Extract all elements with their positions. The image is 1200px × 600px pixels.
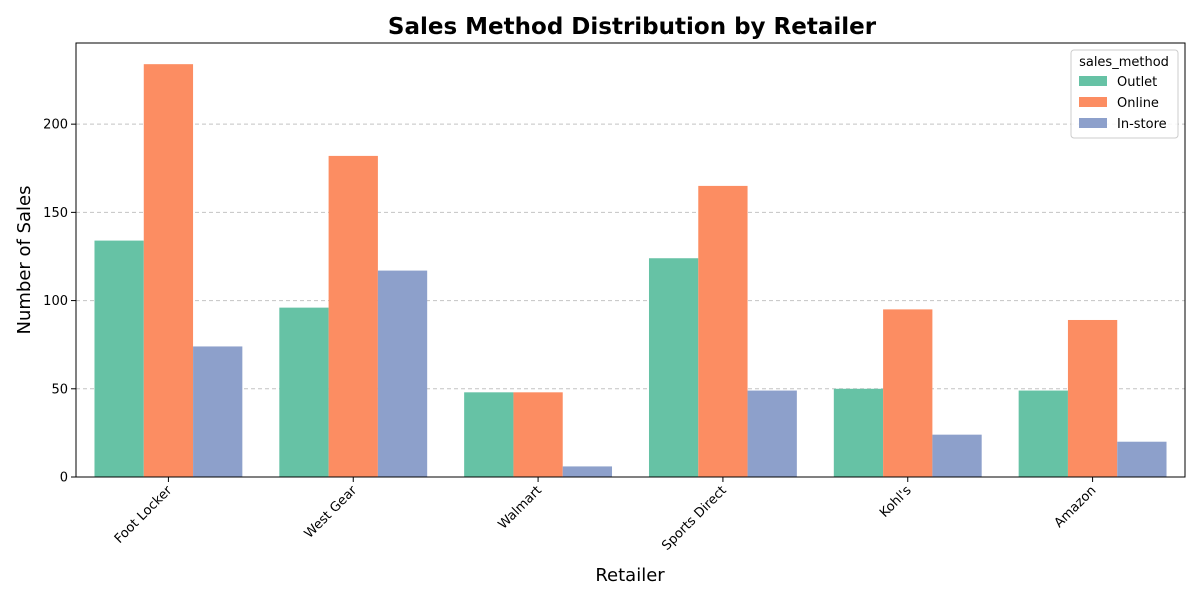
legend-box [1070, 49, 1179, 139]
bar-outlet [279, 307, 329, 477]
chart-title: Sales Method Distribution by Retailer [388, 14, 877, 40]
y-tick-label: 150 [43, 206, 68, 221]
x-tick-label: Foot Locker [112, 483, 176, 547]
bar-outlet [833, 388, 884, 477]
legend-label: In-store [1117, 117, 1167, 132]
plot-frame [75, 42, 1186, 478]
legend-label: Outlet [1117, 75, 1157, 90]
x-tick-label: Amazon [1052, 483, 1100, 531]
y-tick-label: 50 [51, 382, 68, 397]
legend: sales_method Outlet Online In-store [1070, 49, 1179, 139]
bars [94, 64, 1167, 478]
bar-in-store [932, 434, 982, 477]
legend-swatch [1079, 76, 1107, 86]
bar-in-store [562, 466, 613, 477]
legend-title: sales_method [1079, 55, 1169, 70]
x-tick-label: Sports Direct [659, 483, 730, 554]
y-tick-label: 200 [43, 118, 68, 133]
x-axis-title: Retailer [595, 565, 665, 586]
y-tick-label: 0 [60, 471, 68, 486]
bar-online [143, 64, 194, 478]
bar-in-store [1117, 441, 1167, 477]
bar-in-store [377, 270, 428, 477]
grid-lines [76, 123, 1185, 390]
bar-in-store [193, 346, 243, 477]
y-tick-label: 100 [43, 294, 68, 309]
bar-outlet [464, 392, 514, 477]
x-tick-label: Kohl's [877, 483, 915, 521]
x-tick-label: West Gear [302, 483, 361, 542]
bar-online [328, 155, 378, 477]
legend-swatch [1079, 97, 1107, 107]
legend-label: Online [1117, 96, 1159, 111]
bar-outlet [648, 258, 699, 477]
bar-online [513, 392, 563, 477]
bar-in-store [747, 390, 797, 477]
bar-online [698, 185, 748, 477]
x-tick-label: Walmart [496, 483, 545, 532]
bar-online [883, 309, 933, 477]
bar-online [1067, 319, 1118, 477]
legend-swatch [1079, 118, 1107, 128]
y-axis-title: Number of Sales [14, 185, 35, 334]
bar-outlet [94, 240, 144, 477]
x-axis: Foot Locker West Gear Walmart Sports Direct… [112, 477, 1100, 554]
y-axis: 0 50 100 150 200 [43, 118, 76, 486]
bar-outlet [1018, 390, 1068, 477]
